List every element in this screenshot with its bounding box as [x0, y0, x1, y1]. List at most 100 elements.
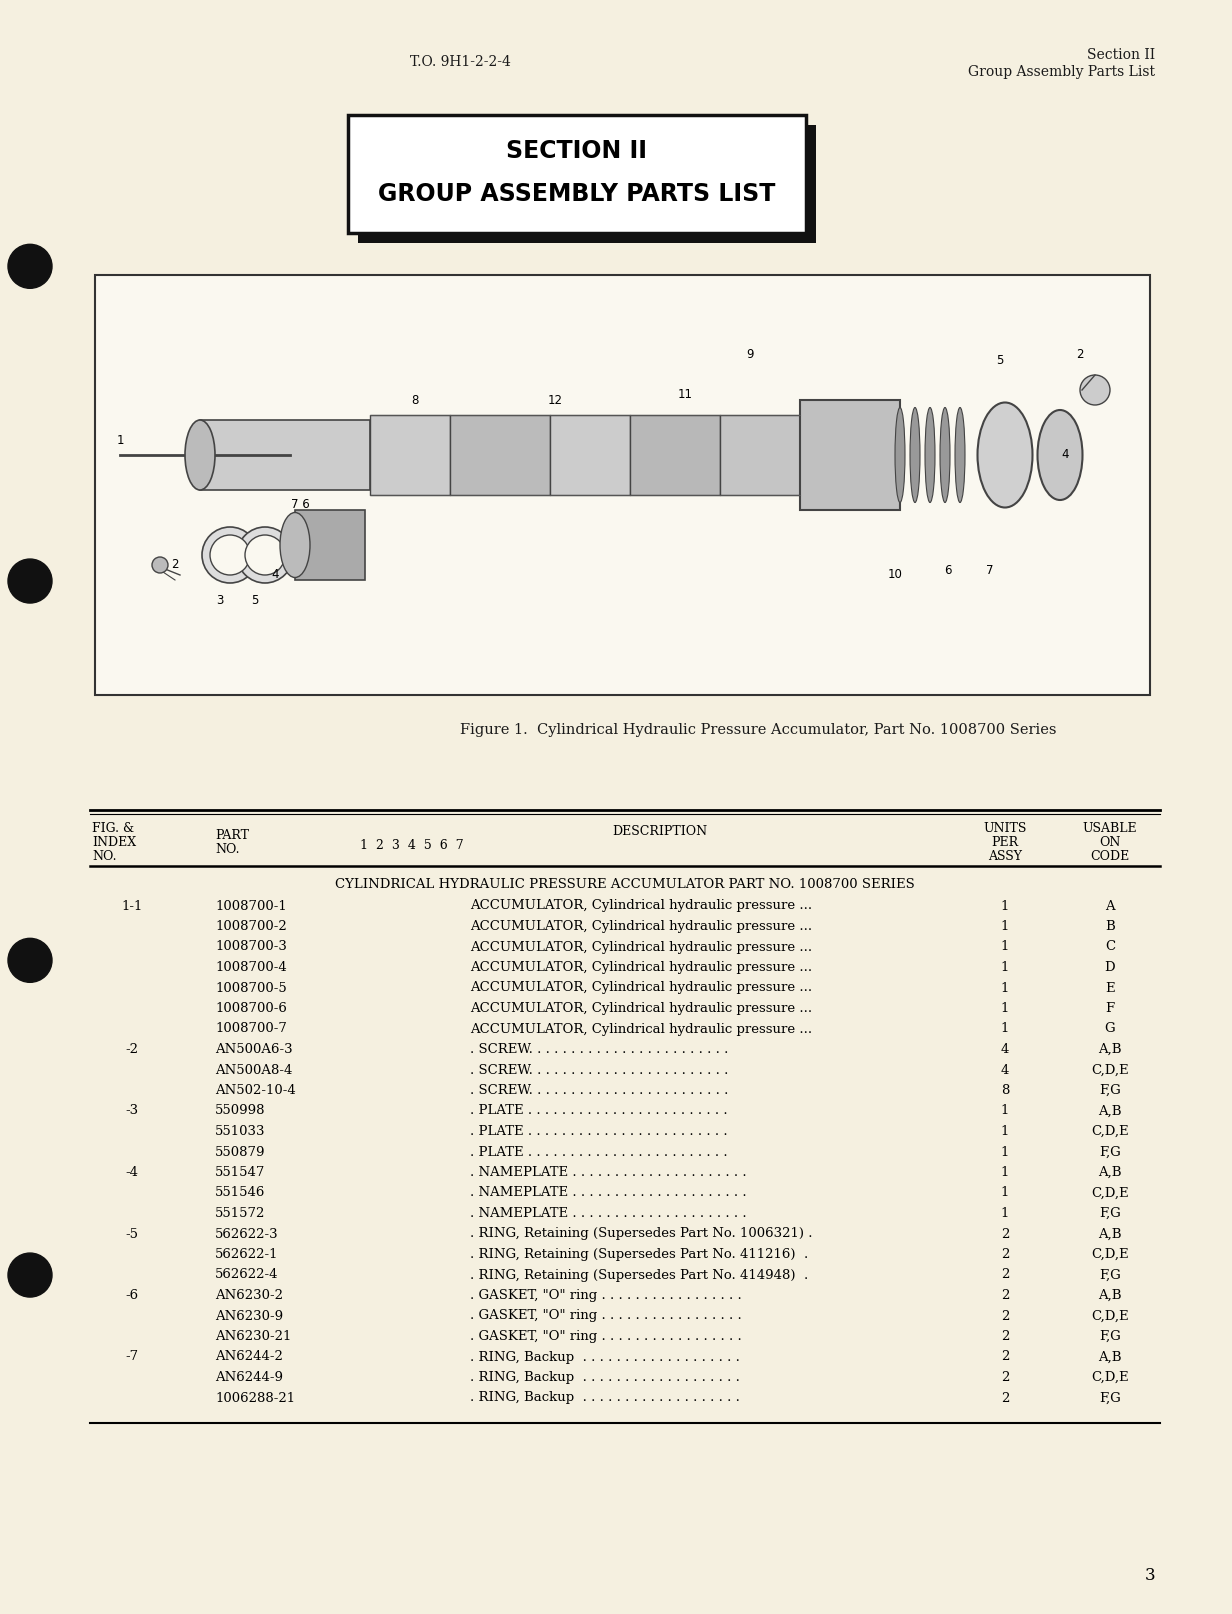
- Text: 1008700-4: 1008700-4: [216, 960, 287, 973]
- Text: . RING, Retaining (Supersedes Part No. 1006321) .: . RING, Retaining (Supersedes Part No. 1…: [469, 1228, 812, 1241]
- Text: A,B: A,B: [1098, 1351, 1122, 1364]
- Text: A,B: A,B: [1098, 1165, 1122, 1178]
- Text: F,G: F,G: [1099, 1391, 1121, 1404]
- Text: -7: -7: [126, 1351, 138, 1364]
- Circle shape: [245, 534, 285, 575]
- Text: 550998: 550998: [216, 1104, 266, 1117]
- Text: 1008700-3: 1008700-3: [216, 941, 287, 954]
- Bar: [294, 510, 365, 579]
- Text: C,D,E: C,D,E: [1092, 1370, 1129, 1383]
- Text: C,D,E: C,D,E: [1092, 1064, 1129, 1077]
- Text: . SCREW. . . . . . . . . . . . . . . . . . . . . . . .: . SCREW. . . . . . . . . . . . . . . . .…: [469, 1043, 728, 1056]
- Text: F,G: F,G: [1099, 1330, 1121, 1343]
- Text: 1: 1: [1000, 981, 1009, 994]
- Text: 5: 5: [251, 594, 259, 607]
- Text: 6: 6: [944, 563, 952, 576]
- Text: ACCUMULATOR, Cylindrical hydraulic pressure ...: ACCUMULATOR, Cylindrical hydraulic press…: [469, 941, 812, 954]
- Text: 1008700-1: 1008700-1: [216, 899, 287, 912]
- Text: 550879: 550879: [216, 1146, 266, 1159]
- Ellipse shape: [955, 407, 965, 502]
- Text: 1008700-5: 1008700-5: [216, 981, 287, 994]
- Text: ACCUMULATOR, Cylindrical hydraulic pressure ...: ACCUMULATOR, Cylindrical hydraulic press…: [469, 899, 812, 912]
- Text: AN6230-2: AN6230-2: [216, 1290, 283, 1302]
- Text: 2: 2: [171, 558, 179, 571]
- Text: -3: -3: [126, 1104, 138, 1117]
- Text: 5: 5: [997, 353, 1004, 366]
- Text: F,G: F,G: [1099, 1207, 1121, 1220]
- Text: 2: 2: [1000, 1351, 1009, 1364]
- Text: 2: 2: [1000, 1290, 1009, 1302]
- Circle shape: [7, 938, 52, 983]
- FancyBboxPatch shape: [359, 124, 816, 244]
- Text: AN6230-21: AN6230-21: [216, 1330, 292, 1343]
- Text: -2: -2: [126, 1043, 138, 1056]
- Text: PART: PART: [216, 830, 249, 843]
- Text: . PLATE . . . . . . . . . . . . . . . . . . . . . . . .: . PLATE . . . . . . . . . . . . . . . . …: [469, 1146, 728, 1159]
- Text: ACCUMULATOR, Cylindrical hydraulic pressure ...: ACCUMULATOR, Cylindrical hydraulic press…: [469, 981, 812, 994]
- Text: F,G: F,G: [1099, 1085, 1121, 1098]
- Bar: [719, 415, 800, 495]
- Text: 1008700-2: 1008700-2: [216, 920, 287, 933]
- Text: AN6244-2: AN6244-2: [216, 1351, 283, 1364]
- Text: C,D,E: C,D,E: [1092, 1186, 1129, 1199]
- Text: C,D,E: C,D,E: [1092, 1309, 1129, 1322]
- Ellipse shape: [280, 513, 310, 578]
- Bar: [450, 415, 549, 495]
- Ellipse shape: [940, 407, 950, 502]
- Text: . RING, Backup  . . . . . . . . . . . . . . . . . . .: . RING, Backup . . . . . . . . . . . . .…: [469, 1391, 740, 1404]
- Text: F,G: F,G: [1099, 1269, 1121, 1282]
- Text: B: B: [1105, 920, 1115, 933]
- Text: ACCUMULATOR, Cylindrical hydraulic pressure ...: ACCUMULATOR, Cylindrical hydraulic press…: [469, 1002, 812, 1015]
- Text: NO.: NO.: [216, 843, 239, 855]
- Text: 2: 2: [1000, 1228, 1009, 1241]
- Text: 1  2  3  4  5  6  7: 1 2 3 4 5 6 7: [360, 839, 463, 852]
- Text: 4: 4: [1061, 449, 1068, 462]
- Text: 1: 1: [1000, 960, 1009, 973]
- Text: . RING, Retaining (Supersedes Part No. 411216)  .: . RING, Retaining (Supersedes Part No. 4…: [469, 1248, 808, 1261]
- Text: . GASKET, "O" ring . . . . . . . . . . . . . . . . .: . GASKET, "O" ring . . . . . . . . . . .…: [469, 1290, 742, 1302]
- Bar: [370, 415, 450, 495]
- Text: . GASKET, "O" ring . . . . . . . . . . . . . . . . .: . GASKET, "O" ring . . . . . . . . . . .…: [469, 1309, 742, 1322]
- Text: FIG. &: FIG. &: [92, 822, 134, 834]
- Text: A: A: [1105, 899, 1115, 912]
- Ellipse shape: [1037, 410, 1083, 500]
- Text: -6: -6: [126, 1290, 138, 1302]
- Text: 1: 1: [1000, 1002, 1009, 1015]
- Text: 1008700-6: 1008700-6: [216, 1002, 287, 1015]
- Text: 4: 4: [1000, 1043, 1009, 1056]
- Text: 562622-3: 562622-3: [216, 1228, 278, 1241]
- Text: 551547: 551547: [216, 1165, 265, 1178]
- Text: 7: 7: [987, 563, 994, 576]
- Text: C,D,E: C,D,E: [1092, 1125, 1129, 1138]
- Text: 8: 8: [411, 394, 419, 407]
- Text: 1: 1: [1000, 1146, 1009, 1159]
- Bar: [549, 415, 630, 495]
- Circle shape: [202, 528, 257, 583]
- Text: Section II: Section II: [1087, 48, 1156, 61]
- Circle shape: [7, 558, 52, 604]
- Circle shape: [152, 557, 168, 573]
- Text: GROUP ASSEMBLY PARTS LIST: GROUP ASSEMBLY PARTS LIST: [378, 182, 776, 207]
- Text: DESCRIPTION: DESCRIPTION: [612, 825, 707, 838]
- Text: . RING, Backup  . . . . . . . . . . . . . . . . . . .: . RING, Backup . . . . . . . . . . . . .…: [469, 1370, 740, 1383]
- Text: -5: -5: [126, 1228, 138, 1241]
- Text: 12: 12: [547, 394, 563, 407]
- Text: . NAMEPLATE . . . . . . . . . . . . . . . . . . . . .: . NAMEPLATE . . . . . . . . . . . . . . …: [469, 1186, 747, 1199]
- Circle shape: [237, 528, 293, 583]
- Text: 4: 4: [271, 568, 278, 581]
- Text: CODE: CODE: [1090, 851, 1130, 863]
- Circle shape: [7, 1252, 52, 1298]
- Text: 1: 1: [1000, 1186, 1009, 1199]
- Text: T.O. 9H1-2-2-4: T.O. 9H1-2-2-4: [409, 55, 510, 69]
- Text: ACCUMULATOR, Cylindrical hydraulic pressure ...: ACCUMULATOR, Cylindrical hydraulic press…: [469, 960, 812, 973]
- Text: 8: 8: [1000, 1085, 1009, 1098]
- Text: 551033: 551033: [216, 1125, 266, 1138]
- Text: 1: 1: [1000, 920, 1009, 933]
- Text: 1008700-7: 1008700-7: [216, 1023, 287, 1036]
- Text: 1: 1: [1000, 1125, 1009, 1138]
- Text: 2: 2: [1077, 349, 1084, 362]
- Ellipse shape: [910, 407, 920, 502]
- Text: 551572: 551572: [216, 1207, 265, 1220]
- Text: . PLATE . . . . . . . . . . . . . . . . . . . . . . . .: . PLATE . . . . . . . . . . . . . . . . …: [469, 1125, 728, 1138]
- Text: 1: 1: [1000, 1165, 1009, 1178]
